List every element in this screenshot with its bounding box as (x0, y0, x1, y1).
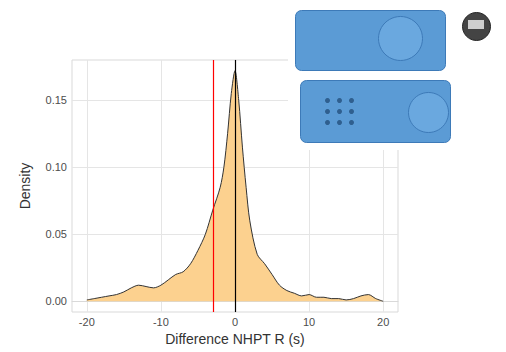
svg-text:10: 10 (303, 316, 315, 328)
svg-text:Difference NHPT R (s): Difference NHPT R (s) (165, 331, 305, 347)
svg-text:0.10: 0.10 (46, 161, 67, 173)
svg-text:0.15: 0.15 (46, 94, 67, 106)
svg-text:-20: -20 (79, 316, 95, 328)
svg-text:0.00: 0.00 (46, 295, 67, 307)
svg-text:0: 0 (232, 316, 238, 328)
svg-text:0.05: 0.05 (46, 228, 67, 240)
svg-text:-10: -10 (153, 316, 169, 328)
svg-text:Density: Density (17, 163, 33, 210)
svg-text:20: 20 (377, 316, 389, 328)
